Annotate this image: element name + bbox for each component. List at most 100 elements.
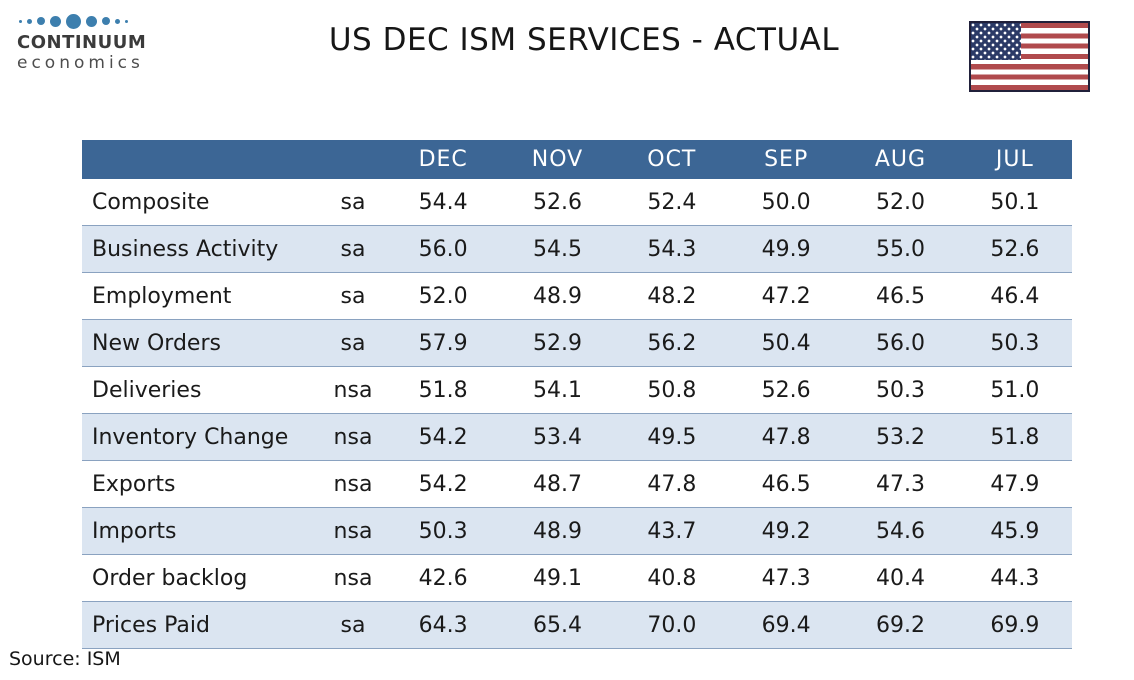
value-cell: 44.3 <box>957 554 1072 602</box>
adjustment-column-header <box>320 140 386 179</box>
row-adjustment: nsa <box>320 366 386 414</box>
value-cell: 70.0 <box>614 601 729 649</box>
value-cell: 46.5 <box>728 460 844 508</box>
row-label: Composite <box>82 179 320 226</box>
value-cell: 51.8 <box>386 366 501 414</box>
table-row: Business Activity sa 56.0 54.5 54.3 49.9 55.… <box>82 225 1072 273</box>
table-row: Employment sa 52.0 48.9 48.2 47.2 46.5 46.4 <box>82 272 1072 320</box>
value-cell: 52.0 <box>843 179 958 226</box>
value-cell: 49.1 <box>500 554 615 602</box>
value-cell: 57.9 <box>386 319 501 367</box>
value-cell: 47.9 <box>957 460 1072 508</box>
month-column-header: JUL <box>957 140 1072 179</box>
value-cell: 56.2 <box>614 319 729 367</box>
value-cell: 45.9 <box>957 507 1072 555</box>
table-header-row: DEC NOV OCT SEP AUG JUL <box>82 140 1072 179</box>
value-cell: 47.3 <box>728 554 844 602</box>
value-cell: 48.7 <box>500 460 615 508</box>
month-column-header: AUG <box>843 140 958 179</box>
value-cell: 54.5 <box>500 225 615 273</box>
month-column-header: NOV <box>500 140 615 179</box>
value-cell: 65.4 <box>500 601 615 649</box>
table-body: Composite sa 54.4 52.6 52.4 50.0 52.0 50.1 Bu… <box>82 179 1072 649</box>
value-cell: 49.2 <box>728 507 844 555</box>
row-label: Business Activity <box>82 225 320 273</box>
row-adjustment: sa <box>320 272 386 320</box>
value-cell: 69.9 <box>957 601 1072 649</box>
value-cell: 52.4 <box>614 179 729 226</box>
continuum-economics-logo: CONTINUUM economics <box>17 13 167 73</box>
value-cell: 47.8 <box>614 460 729 508</box>
value-cell: 50.1 <box>957 179 1072 226</box>
value-cell: 55.0 <box>843 225 958 273</box>
row-adjustment: sa <box>320 319 386 367</box>
value-cell: 50.3 <box>386 507 501 555</box>
value-cell: 54.6 <box>843 507 958 555</box>
value-cell: 42.6 <box>386 554 501 602</box>
row-adjustment: nsa <box>320 413 386 461</box>
value-cell: 48.2 <box>614 272 729 320</box>
value-cell: 49.9 <box>728 225 844 273</box>
row-label: New Orders <box>82 319 320 367</box>
value-cell: 52.0 <box>386 272 501 320</box>
table-row: Prices Paid sa 64.3 65.4 70.0 69.4 69.2 69.9 <box>82 601 1072 649</box>
value-cell: 54.2 <box>386 460 501 508</box>
row-label: Order backlog <box>82 554 320 602</box>
row-label: Deliveries <box>82 366 320 414</box>
us-flag-icon <box>969 21 1090 92</box>
label-column-header <box>82 140 320 179</box>
table-row: Deliveries nsa 51.8 54.1 50.8 52.6 50.3 51.0 <box>82 366 1072 414</box>
value-cell: 51.0 <box>957 366 1072 414</box>
value-cell: 50.3 <box>843 366 958 414</box>
value-cell: 52.6 <box>957 225 1072 273</box>
row-label: Exports <box>82 460 320 508</box>
value-cell: 43.7 <box>614 507 729 555</box>
value-cell: 40.4 <box>843 554 958 602</box>
table-row: Exports nsa 54.2 48.7 47.8 46.5 47.3 47.9 <box>82 460 1072 508</box>
logo-dots-icon <box>19 13 167 29</box>
logo-text-economics: economics <box>17 53 144 73</box>
logo-text-continuum: CONTINUUM <box>17 32 147 53</box>
value-cell: 53.2 <box>843 413 958 461</box>
value-cell: 69.4 <box>728 601 844 649</box>
page-title: US DEC ISM SERVICES - ACTUAL <box>328 22 840 58</box>
row-adjustment: sa <box>320 179 386 226</box>
value-cell: 40.8 <box>614 554 729 602</box>
table-row: Composite sa 54.4 52.6 52.4 50.0 52.0 50.1 <box>82 179 1072 226</box>
row-adjustment: nsa <box>320 507 386 555</box>
value-cell: 46.5 <box>843 272 958 320</box>
value-cell: 48.9 <box>500 272 615 320</box>
value-cell: 51.8 <box>957 413 1072 461</box>
row-adjustment: nsa <box>320 460 386 508</box>
source-note: Source: ISM <box>9 648 121 670</box>
value-cell: 52.6 <box>500 179 615 226</box>
row-label: Prices Paid <box>82 601 320 649</box>
table-row: Inventory Change nsa 54.2 53.4 49.5 47.8 53.… <box>82 413 1072 461</box>
row-adjustment: nsa <box>320 554 386 602</box>
row-label: Employment <box>82 272 320 320</box>
value-cell: 53.4 <box>500 413 615 461</box>
row-label: Imports <box>82 507 320 555</box>
value-cell: 64.3 <box>386 601 501 649</box>
value-cell: 50.3 <box>957 319 1072 367</box>
value-cell: 47.3 <box>843 460 958 508</box>
table-row: Order backlog nsa 42.6 49.1 40.8 47.3 40.4 44… <box>82 554 1072 602</box>
value-cell: 54.1 <box>500 366 615 414</box>
value-cell: 52.6 <box>728 366 844 414</box>
value-cell: 46.4 <box>957 272 1072 320</box>
row-label: Inventory Change <box>82 413 320 461</box>
value-cell: 50.0 <box>728 179 844 226</box>
row-adjustment: sa <box>320 601 386 649</box>
value-cell: 47.2 <box>728 272 844 320</box>
month-column-header: DEC <box>386 140 501 179</box>
value-cell: 50.4 <box>728 319 844 367</box>
value-cell: 48.9 <box>500 507 615 555</box>
value-cell: 69.2 <box>843 601 958 649</box>
table-row: New Orders sa 57.9 52.9 56.2 50.4 56.0 50.3 <box>82 319 1072 367</box>
flag-canton-stars <box>971 23 1021 60</box>
value-cell: 47.8 <box>728 413 844 461</box>
value-cell: 49.5 <box>614 413 729 461</box>
value-cell: 54.2 <box>386 413 501 461</box>
month-column-header: OCT <box>614 140 729 179</box>
